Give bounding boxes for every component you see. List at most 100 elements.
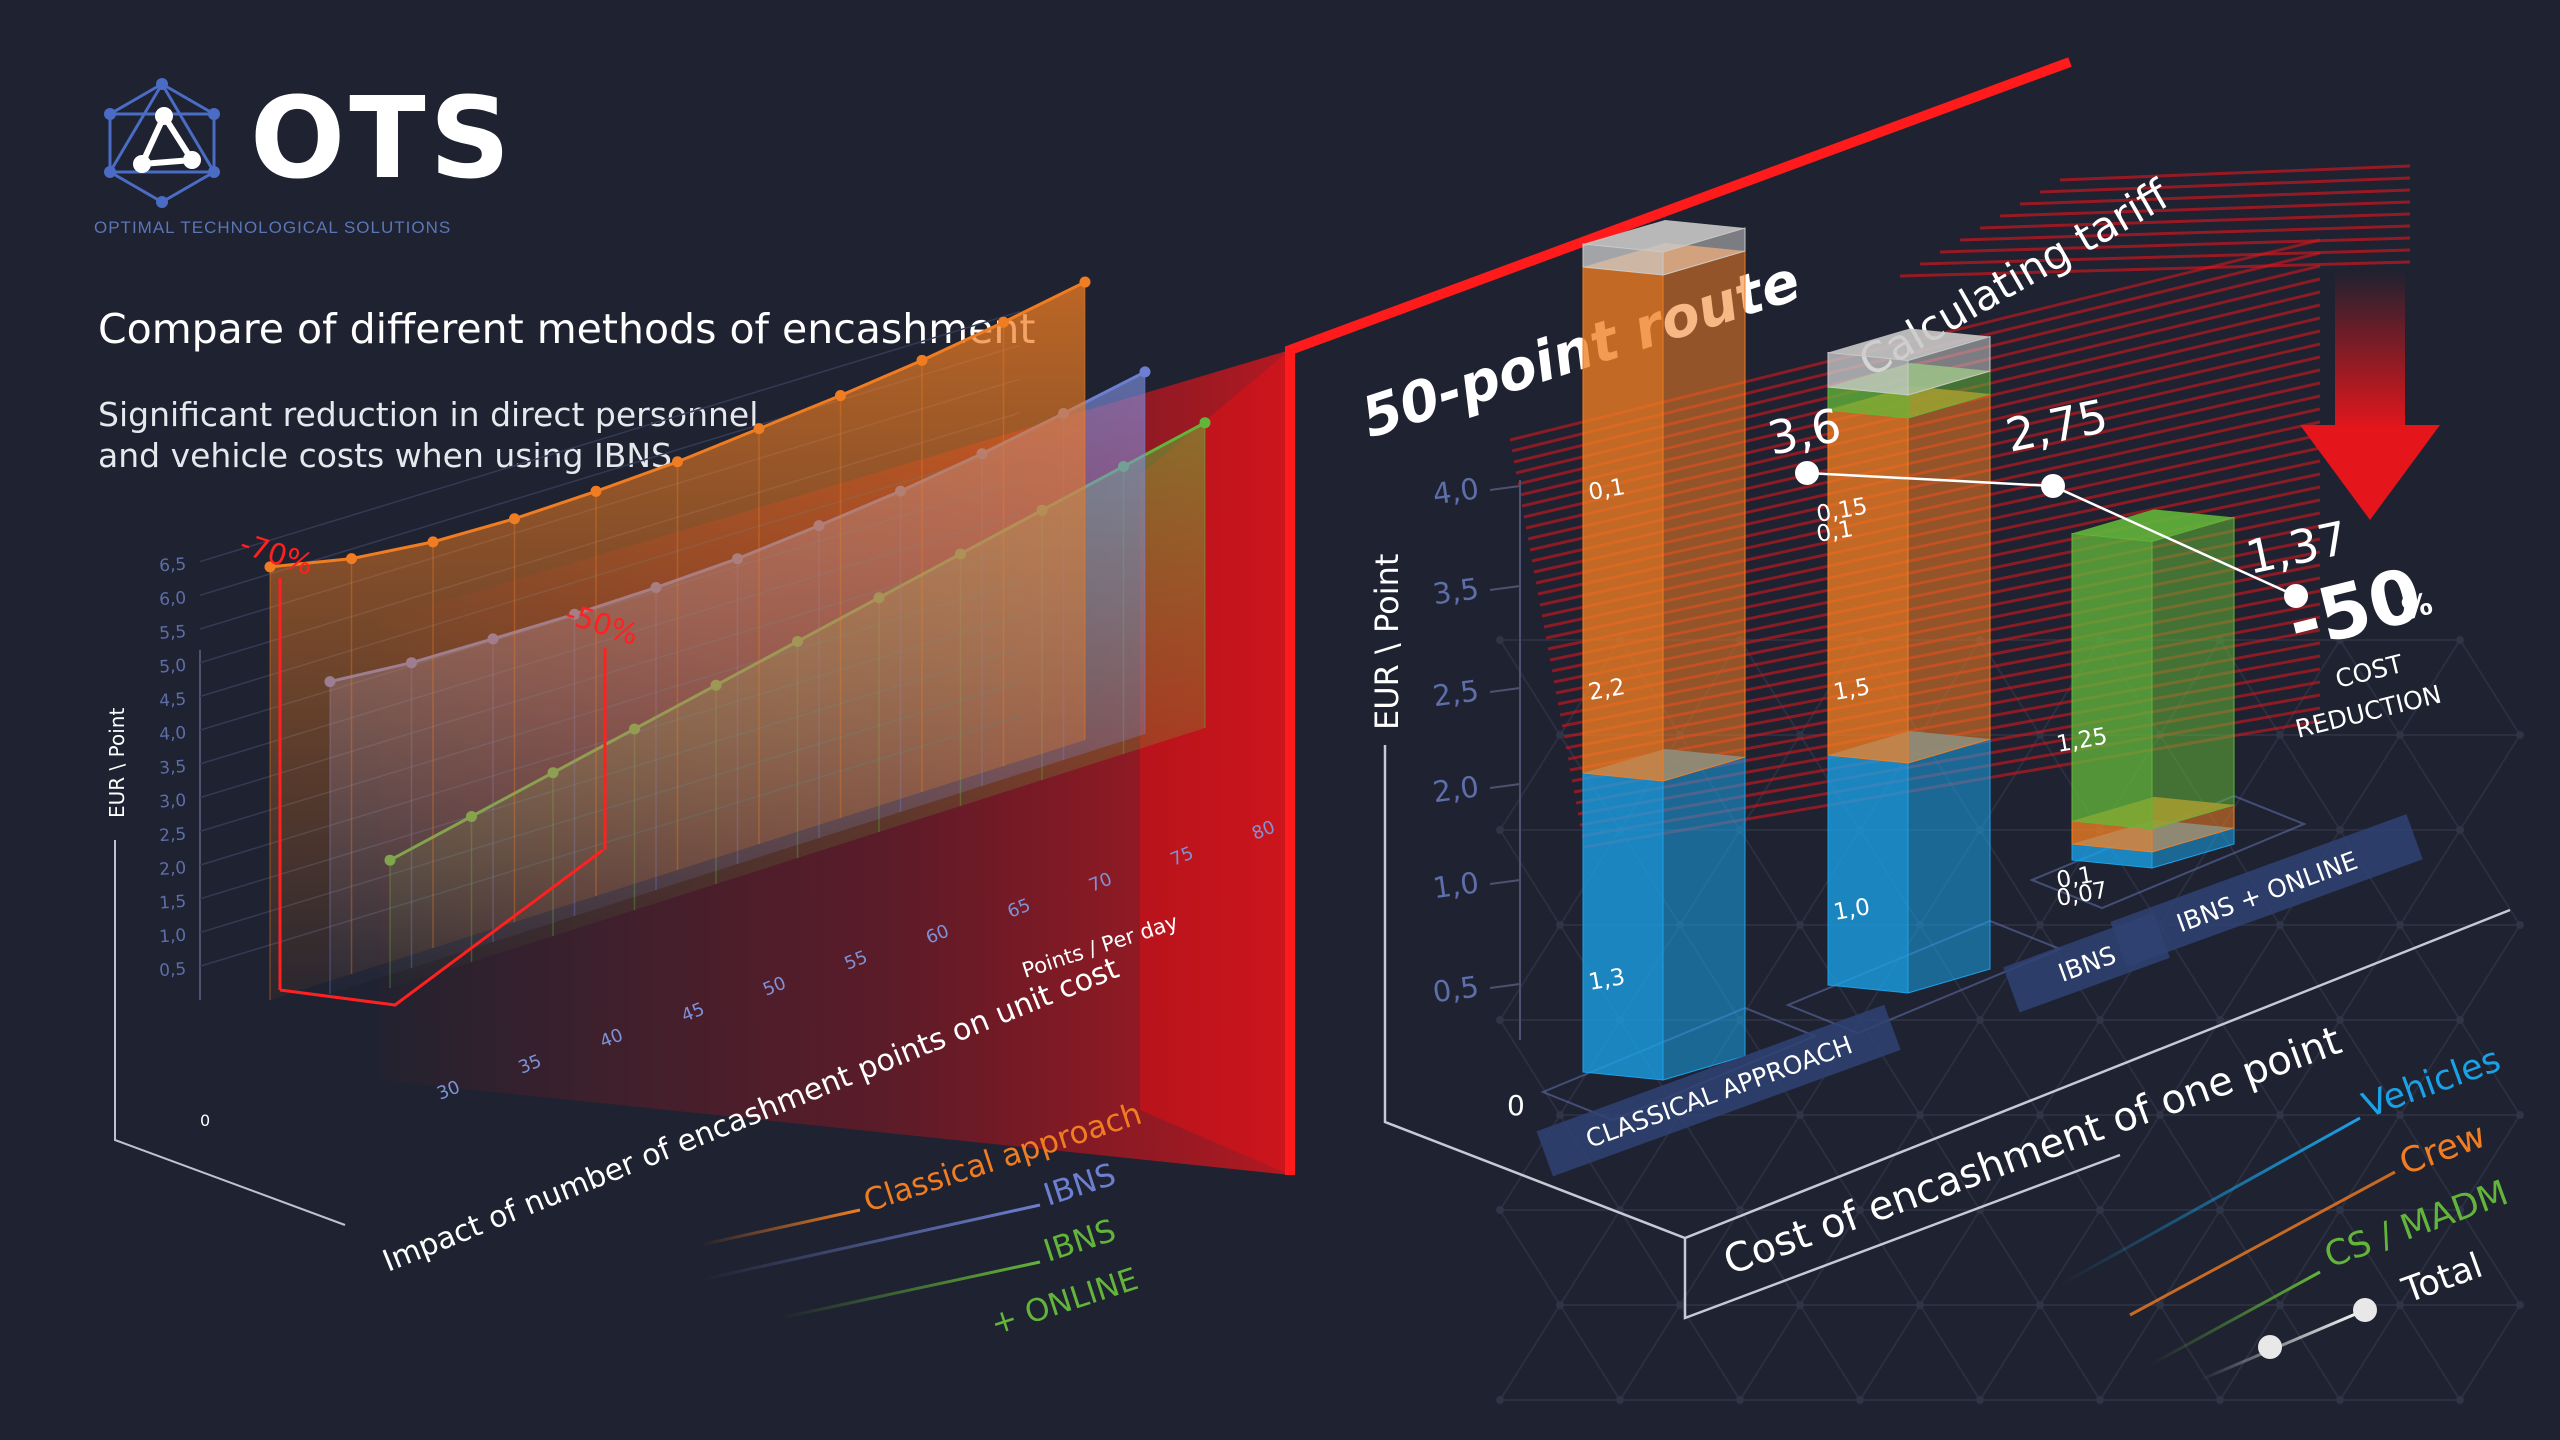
tariff-hatch-line — [1939, 236, 2411, 254]
series-point — [916, 354, 928, 366]
bg-node — [1856, 1396, 1864, 1404]
series-point — [1139, 366, 1151, 378]
bar-segment-front — [2071, 532, 2153, 830]
bg-node — [2276, 1301, 2284, 1309]
total-point — [1795, 461, 1819, 485]
y-tick-mark — [1489, 585, 1521, 591]
bg-link — [1979, 1209, 2041, 1306]
bar-segment-label: 1,5 — [1832, 674, 1873, 706]
bg-link — [2339, 734, 2401, 831]
bg-link — [1739, 639, 1801, 736]
bg-node — [1796, 921, 1804, 929]
legend-swatch — [2149, 1270, 2321, 1367]
series-point — [672, 456, 683, 468]
legend-swatch — [2059, 1116, 2361, 1287]
legend-total-point — [2353, 1298, 2377, 1322]
bg-node — [1496, 826, 1504, 834]
bg-link — [1739, 1114, 1801, 1211]
bg-link — [2039, 1114, 2101, 1211]
bar-segment-top — [1828, 328, 1990, 361]
bg-link — [1979, 1304, 2041, 1401]
y-axis-title: EUR \ Point — [105, 708, 129, 818]
tariff-hatch-line — [2019, 188, 2411, 206]
bg-link — [2159, 1209, 2221, 1306]
bg-node — [2156, 1111, 2164, 1119]
bg-node — [2276, 731, 2284, 739]
series-point — [264, 561, 276, 573]
bg-link — [2219, 924, 2281, 1021]
bg-node — [2336, 1396, 2344, 1404]
y-tick-label: 5,0 — [159, 656, 187, 678]
y-grid-line — [199, 310, 1021, 563]
bg-node — [1556, 1111, 1564, 1119]
bg-node — [2516, 921, 2524, 929]
bg-link — [2279, 1019, 2341, 1116]
bg-node — [2096, 1206, 2104, 1214]
bg-link — [2279, 924, 2341, 1021]
y-tick-label: 1,5 — [159, 892, 187, 914]
bar-segment-front — [1827, 409, 1909, 764]
page-subtitle-line-2: and vehicle costs when using IBNS — [98, 436, 672, 475]
bg-link — [2279, 1114, 2341, 1211]
bar-segment-top — [1583, 220, 1745, 252]
series-point — [1079, 276, 1091, 288]
bg-link — [2219, 1114, 2281, 1211]
legend-label-crew: Crew — [2394, 1116, 2491, 1184]
bg-link — [2339, 1209, 2401, 1306]
legend-label-cs-madm: CS / MADM — [2319, 1173, 2513, 1276]
y-tick-label: 2,5 — [159, 824, 187, 846]
y-tick-label: 4,0 — [159, 723, 187, 745]
bg-link — [2399, 734, 2461, 831]
bar-segment-side — [2151, 516, 2235, 830]
bg-link — [1919, 1304, 1981, 1401]
bg-link — [2039, 1304, 2101, 1401]
bg-node — [2456, 826, 2464, 834]
bg-node — [2396, 1301, 2404, 1309]
bar-segment-side — [1662, 756, 1746, 1081]
bg-link — [1619, 1209, 1681, 1306]
bg-link — [2099, 1209, 2161, 1306]
series-point — [509, 513, 520, 525]
y-zero-label: 0 — [200, 1111, 210, 1130]
annotation-bracket — [279, 848, 604, 1007]
bg-node — [2456, 1016, 2464, 1024]
bar-segment-side — [1907, 393, 1991, 764]
bg-node — [1796, 731, 1804, 739]
bg-link — [2459, 1209, 2521, 1306]
bg-node — [1556, 731, 1564, 739]
bar-segment-side — [1907, 738, 1991, 994]
bg-link — [2339, 639, 2401, 736]
bg-link — [2339, 1304, 2401, 1401]
bg-node — [2216, 1016, 2224, 1024]
tariff-hatch-line — [2039, 176, 2411, 194]
bg-node — [1496, 636, 1504, 644]
series-point — [346, 553, 357, 565]
tariff-hatch-line — [1979, 212, 2411, 230]
bg-link — [1559, 1304, 1621, 1401]
y-tick-label: 2,0 — [159, 858, 187, 880]
series-point — [998, 316, 1009, 328]
bg-link — [1499, 924, 1561, 1021]
series-point — [1199, 417, 1211, 429]
legend-swatch — [2199, 1308, 2366, 1382]
bar-segment-front — [1827, 754, 1909, 994]
x-label-frame — [1683, 1153, 2121, 1320]
floor-frame — [114, 840, 346, 1226]
bg-link — [2459, 1019, 2521, 1116]
bg-link — [1499, 1019, 1561, 1116]
bg-link — [2159, 1114, 2221, 1211]
legend-label-ibns: IBNS — [1039, 1157, 1120, 1214]
bg-node — [2456, 636, 2464, 644]
bg-node — [1676, 1301, 1684, 1309]
bar-segment-front — [1582, 772, 1664, 1081]
bg-node — [2456, 1396, 2464, 1404]
tariff-hatch-line — [1999, 200, 2411, 218]
bg-node — [1496, 1206, 1504, 1214]
bg-node — [2156, 1301, 2164, 1309]
category-tag-bg — [1536, 1004, 1901, 1177]
bg-node — [2276, 1111, 2284, 1119]
legend-label-ibns-online-2: + ONLINE — [986, 1261, 1142, 1342]
bg-link — [2399, 924, 2461, 1021]
bg-link — [2399, 1304, 2461, 1401]
bg-link — [2399, 1209, 2461, 1306]
